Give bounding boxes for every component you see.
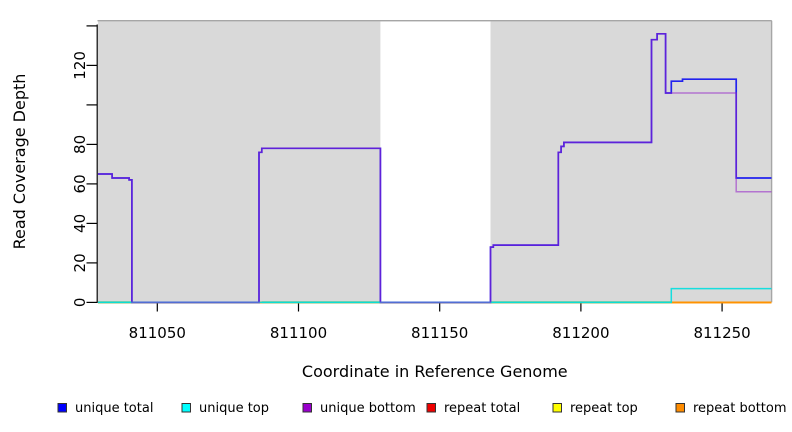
y-tick-label: 20 bbox=[71, 253, 89, 272]
x-tick-label: 811200 bbox=[552, 324, 609, 342]
legend-swatch bbox=[302, 403, 312, 413]
x-tick-label: 811050 bbox=[129, 324, 186, 342]
x-tick-label: 811100 bbox=[270, 324, 327, 342]
uncovered-region-band bbox=[380, 21, 491, 303]
series-line-unique-bottom bbox=[98, 33, 772, 304]
legend-item: unique top bbox=[181, 401, 269, 416]
legend-item: repeat total bbox=[426, 401, 520, 416]
legend-swatch bbox=[181, 403, 191, 413]
y-axis: 0 20 40 60 80 120 bbox=[71, 24, 98, 308]
legend-label: unique bottom bbox=[320, 401, 416, 416]
y-tick-label: 40 bbox=[71, 214, 89, 233]
x-axis-title: Coordinate in Reference Genome bbox=[302, 362, 568, 381]
legend-item: unique total bbox=[57, 401, 153, 416]
x-tick-label: 811250 bbox=[693, 324, 750, 342]
unique-series-group bbox=[98, 32, 772, 304]
legend-label: repeat top bbox=[570, 401, 638, 416]
legend-item: repeat top bbox=[552, 401, 638, 416]
legend-label: repeat bottom bbox=[693, 401, 787, 416]
y-tick-label: 0 bbox=[71, 298, 89, 308]
legend-label: unique top bbox=[199, 401, 269, 416]
legend-label: unique total bbox=[75, 401, 153, 416]
y-axis-title: Read Coverage Depth bbox=[10, 74, 29, 250]
legend-item: repeat bottom bbox=[675, 401, 787, 416]
y-tick-label: 120 bbox=[71, 51, 89, 80]
legend-item: unique bottom bbox=[302, 401, 416, 416]
legend-swatch bbox=[426, 403, 436, 413]
y-tick-label: 60 bbox=[71, 174, 89, 193]
legend-swatch bbox=[57, 403, 67, 413]
x-tick-label: 811150 bbox=[411, 324, 468, 342]
y-tick-label: 80 bbox=[71, 135, 89, 154]
legend-swatch bbox=[552, 403, 562, 413]
legend: unique total unique top unique bottom repea… bbox=[57, 401, 787, 416]
legend-swatch bbox=[675, 403, 685, 413]
legend-label: repeat total bbox=[444, 401, 520, 416]
x-axis: 811050 811100 811150 811200 811250 bbox=[129, 303, 751, 342]
